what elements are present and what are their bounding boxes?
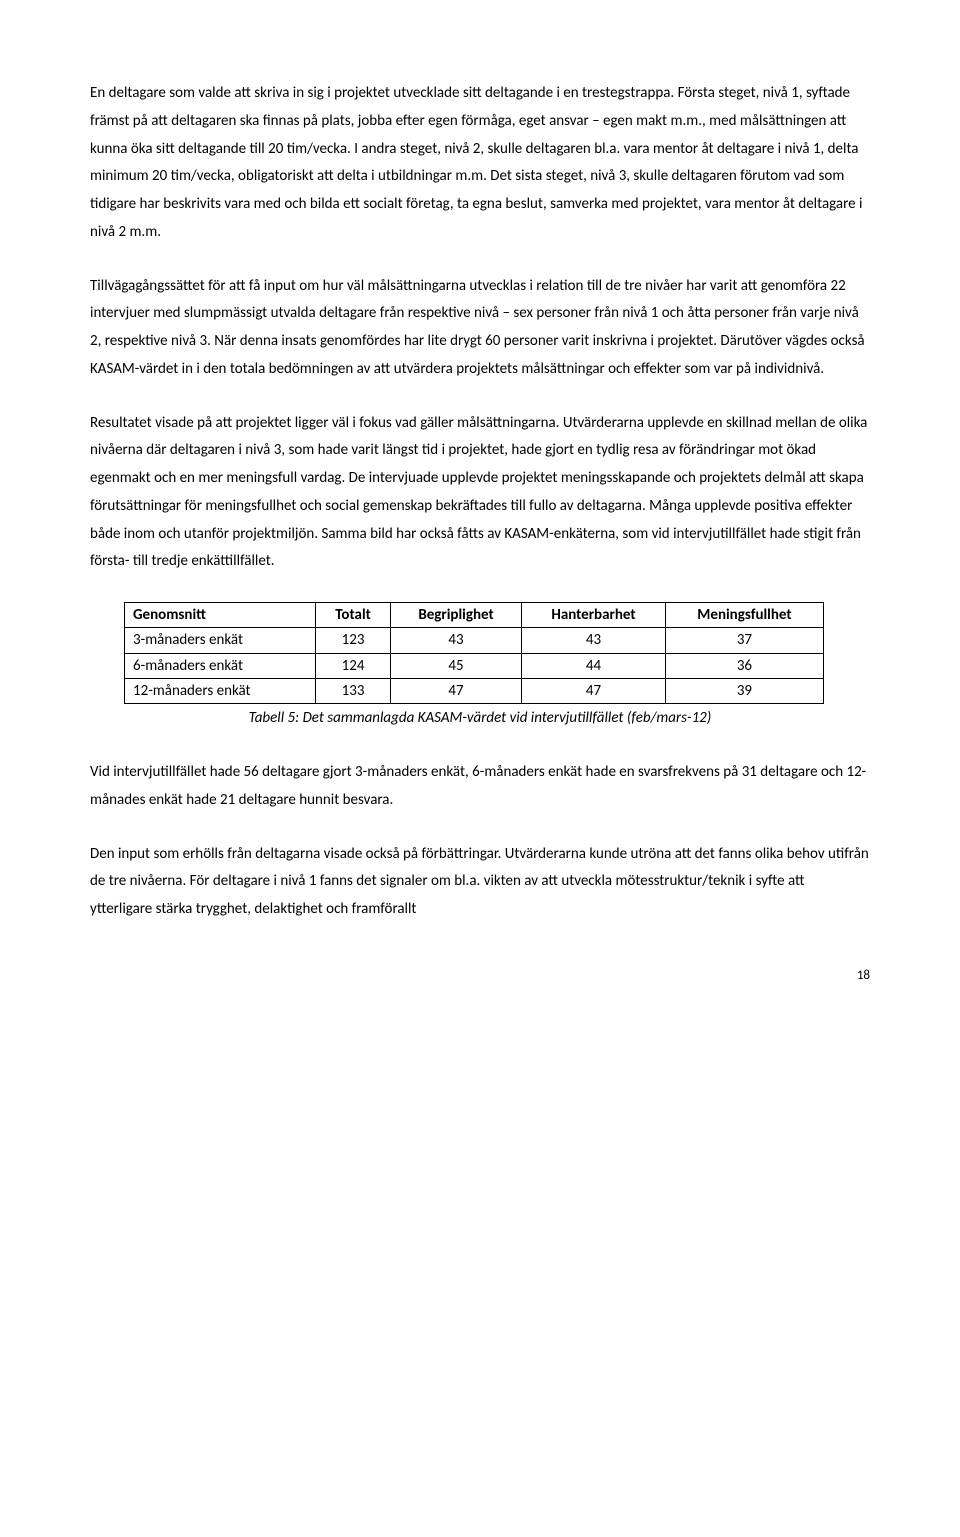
body-paragraph-4: Vid intervjutillfället hade 56 deltagare… [90, 759, 870, 815]
kasam-table-container: Genomsnitt Totalt Begriplighet Hanterbar… [124, 602, 824, 704]
table-cell: 37 [665, 628, 823, 653]
page-number: 18 [90, 964, 870, 988]
kasam-table: Genomsnitt Totalt Begriplighet Hanterbar… [124, 602, 824, 704]
table-cell: 133 [316, 678, 391, 703]
table-cell: 123 [316, 628, 391, 653]
table-header-cell: Totalt [316, 603, 391, 628]
table-row: 6-månaders enkät 124 45 44 36 [125, 653, 824, 678]
table-cell: 39 [665, 678, 823, 703]
table-cell: 47 [390, 678, 521, 703]
table-header-row: Genomsnitt Totalt Begriplighet Hanterbar… [125, 603, 824, 628]
table-cell: 44 [522, 653, 666, 678]
table-cell: 3-månaders enkät [125, 628, 316, 653]
table-caption: Tabell 5: Det sammanlagda KASAM-värdet v… [90, 708, 870, 729]
body-paragraph-1: En deltagare som valde att skriva in sig… [90, 80, 870, 247]
table-row: 3-månaders enkät 123 43 43 37 [125, 628, 824, 653]
table-cell: 45 [390, 653, 521, 678]
table-header-cell: Genomsnitt [125, 603, 316, 628]
table-cell: 6-månaders enkät [125, 653, 316, 678]
table-cell: 12-månaders enkät [125, 678, 316, 703]
body-paragraph-2: Tillvägagångssättet för att få input om … [90, 273, 870, 384]
table-cell: 124 [316, 653, 391, 678]
table-cell: 43 [522, 628, 666, 653]
table-header-cell: Meningsfullhet [665, 603, 823, 628]
table-cell: 47 [522, 678, 666, 703]
table-cell: 36 [665, 653, 823, 678]
table-header-cell: Begriplighet [390, 603, 521, 628]
body-paragraph-3: Resultatet visade på att projektet ligge… [90, 410, 870, 577]
body-paragraph-5: Den input som erhölls från deltagarna vi… [90, 841, 870, 924]
table-cell: 43 [390, 628, 521, 653]
table-row: 12-månaders enkät 133 47 47 39 [125, 678, 824, 703]
table-header-cell: Hanterbarhet [522, 603, 666, 628]
